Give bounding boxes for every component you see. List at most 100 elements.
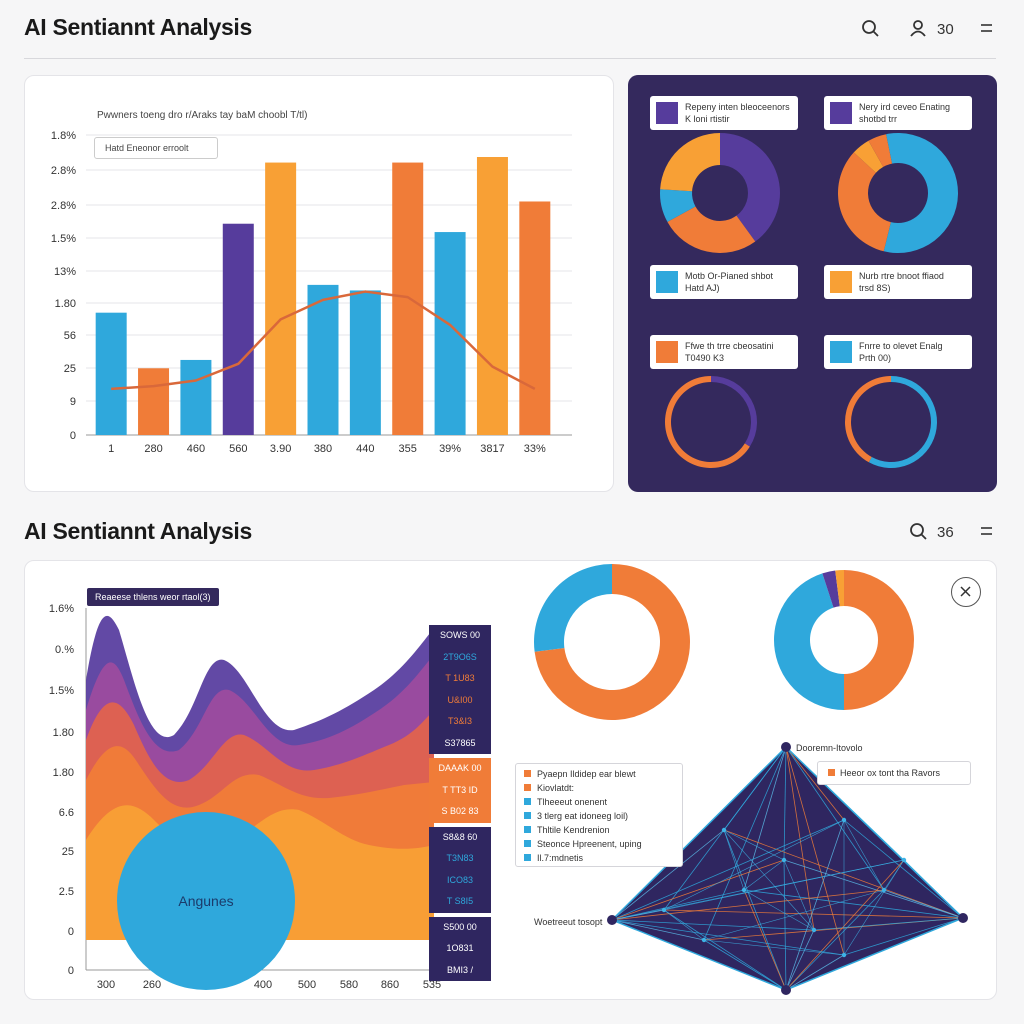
table-row: T S8I5	[429, 891, 491, 913]
search-icon[interactable]	[860, 18, 882, 40]
radar-vertex	[781, 742, 791, 752]
donut-legend: Motb Or-Pianed shbot Hatd AJ)	[650, 265, 798, 299]
x-tick-label: 39%	[439, 443, 461, 455]
radar-edge	[743, 859, 785, 891]
donut-legend: Nery ird ceveo Enating shotbd trr	[824, 96, 972, 130]
radar-edge	[703, 939, 787, 991]
legend-label: Thltile Kendrenion	[537, 825, 610, 835]
legend-swatch	[524, 812, 531, 819]
x-tick-label: 260	[143, 979, 161, 991]
table-row: 2T9O6S	[429, 646, 491, 668]
y-tick-label: 25	[62, 846, 74, 858]
legend-item: Thltile Kendrenion	[524, 823, 682, 837]
x-tick-label: 355	[399, 443, 417, 455]
legend-label: Pyaepn Ildidep ear blewt	[537, 769, 636, 779]
donut-legend: Fnrre to olevet Enalg Prth 00)	[824, 335, 972, 369]
legend-item: Pyaepn Ildidep ear blewt	[524, 767, 682, 781]
y-tick-label: 0	[68, 926, 74, 938]
bar	[222, 223, 254, 435]
radar-edge	[785, 746, 815, 931]
legend-swatch	[656, 271, 678, 293]
radar-edge	[611, 919, 705, 941]
donut-slice	[720, 133, 780, 242]
user-icon[interactable]	[907, 18, 929, 40]
table-row: DAAAK 00	[429, 758, 491, 780]
radar-edge	[703, 889, 885, 941]
table-row: U&I00	[429, 689, 491, 711]
bar	[138, 368, 170, 435]
radar-edge	[703, 939, 845, 956]
menu-icon[interactable]	[978, 20, 996, 36]
table-row: 1O831	[429, 938, 491, 960]
radar-vertex	[607, 915, 617, 925]
radar-top-label: Dooremn-Itovolo	[796, 743, 863, 753]
table-row: T TT3 ID	[429, 779, 491, 801]
radar-edge	[703, 746, 787, 941]
legend-swatch	[524, 840, 531, 847]
y-tick-label: 13%	[54, 266, 76, 278]
y-tick-label: 1.5%	[49, 685, 74, 697]
legend-label: Kiovlatdt:	[537, 783, 575, 793]
radar-node	[881, 887, 887, 893]
radar-edge	[783, 859, 787, 991]
donut-slice	[660, 189, 696, 222]
bar	[476, 157, 508, 435]
radar-node	[811, 927, 817, 933]
legend-swatch	[524, 798, 531, 805]
radar-edge	[785, 954, 845, 991]
radar-edge	[785, 746, 885, 891]
radar-edge	[663, 819, 845, 911]
x-tick-label: 3.90	[270, 443, 291, 455]
legend-swatch	[656, 102, 678, 124]
area-chart-legend: Reaeese thlens weor rtaol(3)	[87, 588, 219, 606]
donut-slice	[774, 573, 844, 710]
donut-slice	[853, 140, 884, 173]
radar-edge	[783, 859, 964, 919]
radar-edge	[611, 909, 665, 921]
radar-edge	[611, 889, 885, 921]
donut-slice	[883, 133, 958, 253]
close-icon[interactable]	[951, 577, 981, 607]
y-tick-label: 1.5%	[51, 233, 76, 245]
legend-label: Motb Or-Pianed shbot Hatd AJ)	[685, 271, 774, 293]
table-row: S8&8 60	[429, 826, 491, 848]
legend-swatch	[830, 102, 852, 124]
radar-edge	[723, 829, 787, 991]
donut-slice	[844, 570, 914, 710]
notification-count-2: 36	[937, 524, 954, 541]
y-tick-label: 1.80	[53, 767, 74, 779]
legend-item: Kiovlatdt:	[524, 781, 682, 795]
y-tick-label: 1.8%	[51, 130, 76, 142]
bar	[180, 359, 212, 435]
bar-chart-plot: 1.8% 2.8% 2.8% 1.5% 13% 1.80 56 25 9 0 1 280 460 560 3…	[51, 130, 572, 455]
radar-edge	[785, 746, 845, 821]
donut-slice	[660, 133, 720, 192]
donut-slice	[868, 134, 893, 167]
radar-edge	[663, 909, 964, 919]
table-row: T 1U83	[429, 668, 491, 690]
radar-edge	[843, 819, 964, 919]
donut-slice	[667, 206, 756, 253]
radar-node	[661, 907, 667, 913]
x-tick-label: 280	[144, 443, 162, 455]
section-title: AI Sentiannt Analysis	[24, 518, 253, 544]
radar-edge	[743, 889, 787, 991]
radar-edge	[611, 819, 845, 921]
radar-edge	[785, 746, 845, 956]
y-tick-label: 1.80	[53, 727, 74, 739]
search-icon[interactable]	[908, 521, 930, 543]
radar-edge	[843, 859, 905, 956]
legend-swatch	[830, 271, 852, 293]
y-tick-label: 6.6	[59, 807, 74, 819]
x-tick-label: 535	[423, 979, 441, 991]
table-row: T3N83	[429, 848, 491, 870]
notification-count: 30	[937, 21, 954, 38]
y-tick-label: 2.5	[59, 886, 74, 898]
menu-icon[interactable]	[978, 523, 996, 539]
donut-legend: Repeny inten bleoceenors K loni rtistir	[650, 96, 798, 130]
radar-node	[701, 937, 707, 943]
x-tick-label: 3817	[480, 443, 504, 455]
legend-label: Nurb rtre bnoot ffiaod trsd 8S)	[859, 271, 944, 293]
x-tick-label: 460	[187, 443, 205, 455]
bar	[392, 162, 424, 435]
